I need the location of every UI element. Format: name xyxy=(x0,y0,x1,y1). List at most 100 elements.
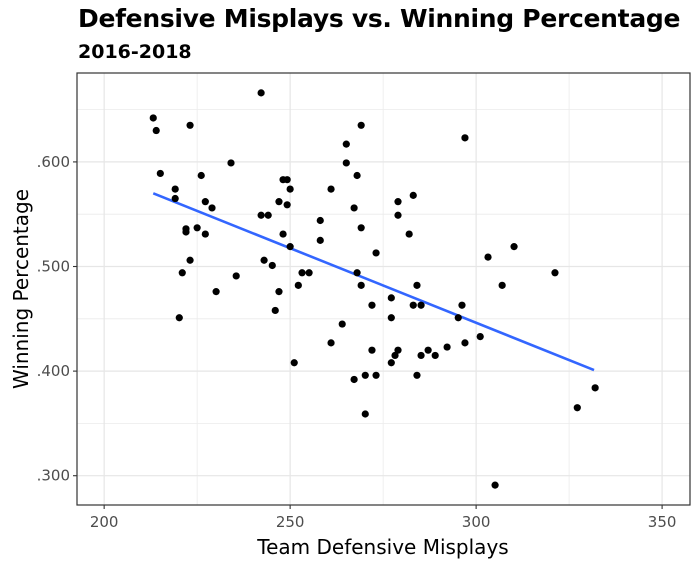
data-point xyxy=(342,159,350,167)
x-axis-title: Team Defensive Misplays xyxy=(256,535,508,559)
data-point xyxy=(443,343,451,351)
y-tick-label: .400 xyxy=(37,362,70,380)
data-point xyxy=(182,228,190,236)
data-point xyxy=(227,159,235,167)
data-point xyxy=(201,198,209,206)
data-point xyxy=(413,371,421,379)
data-point xyxy=(357,121,365,129)
data-point xyxy=(405,230,413,238)
data-point xyxy=(149,114,157,122)
trend-line xyxy=(152,192,595,372)
chart-title: Defensive Misplays vs. Winning Percentag… xyxy=(78,4,681,33)
data-point xyxy=(197,171,205,180)
data-point xyxy=(232,272,240,280)
data-point xyxy=(394,211,402,219)
data-point xyxy=(283,201,291,209)
data-point xyxy=(178,269,186,277)
data-point xyxy=(275,288,283,296)
data-point xyxy=(458,301,466,309)
data-point xyxy=(350,204,358,212)
data-point xyxy=(279,230,287,238)
data-point xyxy=(361,410,369,418)
data-point xyxy=(361,371,369,379)
data-point xyxy=(476,332,484,341)
data-point xyxy=(268,261,276,270)
data-point xyxy=(175,314,183,322)
data-point xyxy=(286,243,294,251)
data-point xyxy=(186,256,194,264)
data-point xyxy=(387,359,395,367)
data-point xyxy=(171,185,179,193)
data-point xyxy=(193,224,201,232)
data-point xyxy=(342,140,350,148)
data-point xyxy=(409,191,417,199)
data-point xyxy=(498,281,506,289)
data-point xyxy=(431,351,439,360)
data-point xyxy=(156,169,164,178)
data-point xyxy=(357,281,365,289)
data-point xyxy=(417,351,425,360)
data-point xyxy=(391,351,399,360)
x-tick-label: 200 xyxy=(90,513,119,531)
y-tick-label: .600 xyxy=(37,153,70,171)
data-point xyxy=(353,269,361,277)
data-point xyxy=(357,224,365,232)
data-point xyxy=(372,371,380,379)
axes-group: 200 250 300 350 .300 .400 .500 .600 xyxy=(37,153,677,531)
data-point xyxy=(368,301,376,309)
data-point xyxy=(208,204,216,212)
data-point xyxy=(316,236,324,244)
y-tick-label: .500 xyxy=(37,258,70,276)
data-point xyxy=(271,306,279,315)
data-point xyxy=(257,211,265,219)
trendline-group xyxy=(152,192,595,372)
data-point xyxy=(394,346,402,354)
grid-lines xyxy=(77,73,690,505)
y-axis-title: Winning Percentage xyxy=(9,189,33,389)
data-point xyxy=(484,253,492,261)
data-point xyxy=(316,216,324,225)
x-tick-label: 300 xyxy=(462,513,491,531)
data-point xyxy=(591,384,599,392)
data-point xyxy=(409,301,417,309)
chart-subtitle: 2016-2018 xyxy=(78,41,192,63)
data-point xyxy=(305,269,313,277)
data-point xyxy=(573,404,581,412)
data-point xyxy=(264,211,272,219)
data-point xyxy=(424,346,432,354)
data-point xyxy=(350,375,358,384)
data-point xyxy=(387,314,395,322)
data-point xyxy=(387,294,395,302)
data-point xyxy=(171,194,179,203)
data-point xyxy=(286,185,294,193)
data-point xyxy=(212,288,220,296)
data-point xyxy=(461,339,469,347)
data-point xyxy=(338,320,346,328)
data-point xyxy=(510,243,518,251)
data-point xyxy=(461,134,469,142)
data-point xyxy=(257,89,265,97)
x-tick-label: 350 xyxy=(648,513,677,531)
points-group xyxy=(149,89,599,489)
data-point xyxy=(327,185,335,193)
data-point xyxy=(298,269,306,277)
data-point xyxy=(201,230,209,238)
data-point xyxy=(551,269,559,277)
data-point xyxy=(260,256,268,264)
data-point xyxy=(417,301,425,309)
data-point xyxy=(275,198,283,206)
panel-border xyxy=(76,72,691,506)
data-point xyxy=(454,314,462,322)
data-point xyxy=(394,198,402,206)
data-point xyxy=(491,481,499,489)
data-point xyxy=(353,171,361,180)
data-point xyxy=(152,126,160,135)
data-point xyxy=(283,176,291,184)
data-point xyxy=(368,346,376,354)
data-point xyxy=(294,281,302,289)
x-tick-label: 250 xyxy=(276,513,305,531)
data-point xyxy=(290,359,298,367)
y-tick-label: .300 xyxy=(37,467,70,485)
data-point xyxy=(327,339,335,347)
